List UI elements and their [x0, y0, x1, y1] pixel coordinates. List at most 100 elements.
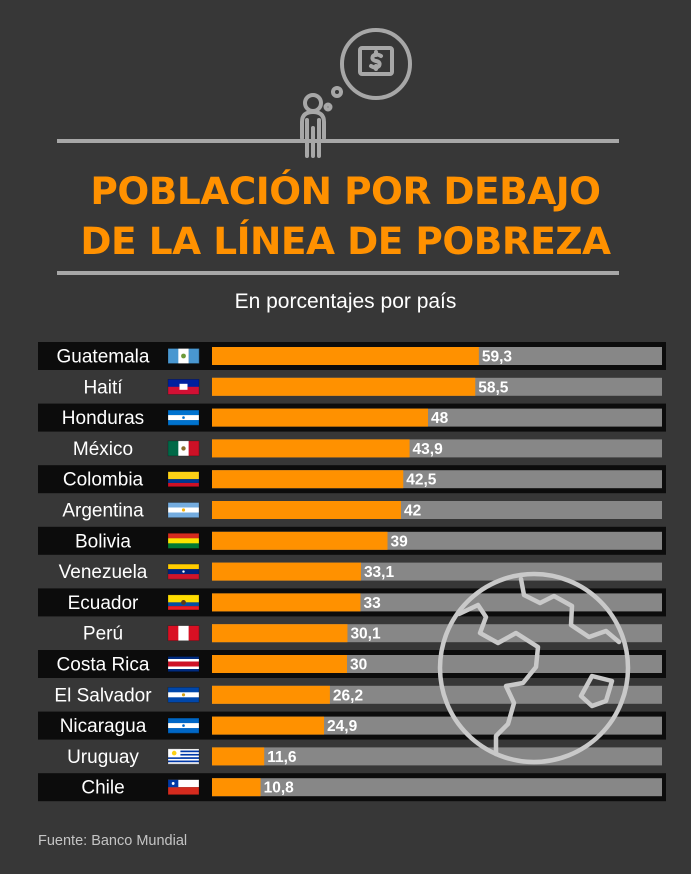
flag-stripe: [168, 659, 199, 662]
flag-stripe: [168, 379, 199, 387]
argentina-flag-icon: [167, 502, 200, 518]
value-label: 39: [391, 533, 409, 550]
category-label: Chile: [81, 778, 124, 799]
category-label: México: [73, 439, 133, 460]
flag-stripe: [168, 666, 199, 670]
flag-border: [167, 563, 200, 580]
bottom-divider: [57, 271, 619, 275]
flag-border: [167, 378, 200, 395]
globe-continent-a: [456, 602, 541, 757]
flag-border: [167, 779, 200, 796]
flag-stripe: [168, 543, 199, 549]
value-label: 42: [404, 503, 421, 520]
flag-stripe: [168, 787, 199, 795]
category-label: Ecuador: [68, 593, 139, 614]
value-label: 11,6: [267, 749, 297, 766]
flag-stripe: [168, 625, 179, 641]
bar: [212, 778, 261, 797]
chile-flag-icon: [167, 779, 200, 796]
globe-continent-b: [518, 576, 622, 645]
flag-stripe: [168, 512, 199, 518]
category-label: Costa Rica: [57, 655, 150, 676]
flag-stripe: [168, 538, 199, 544]
flag-stripe: [168, 687, 199, 693]
nicaragua-flag-icon: [167, 717, 200, 734]
el-salvador-flag-icon: [167, 686, 200, 703]
flag-stripe: [168, 348, 179, 364]
flag-stripe: [168, 697, 199, 703]
flag-stripe: [168, 664, 199, 667]
category-label: Bolivia: [75, 531, 131, 552]
flag-stripe: [168, 594, 199, 603]
flag-stripe: [168, 420, 199, 426]
flag-stripe: [168, 410, 199, 416]
flag-emblem: [181, 600, 186, 605]
value-label: 26,2: [333, 687, 363, 704]
value-label: 33,1: [364, 564, 395, 581]
value-label: 48: [431, 410, 449, 427]
bar: [212, 716, 325, 735]
flag-stripe: [168, 606, 199, 610]
flag-border: [167, 348, 200, 364]
flag-border: [167, 656, 200, 672]
category-label: El Salvador: [54, 685, 152, 706]
flag-stripe: [168, 471, 199, 480]
value-label: 33: [364, 595, 382, 612]
flag-stripe: [168, 779, 199, 788]
globe-icon: [437, 571, 631, 765]
flag-stripe: [168, 748, 199, 751]
flag-border: [167, 532, 200, 549]
category-label: Guatemala: [57, 347, 150, 368]
flag-stripe: [168, 762, 199, 765]
ecuador-flag-icon: [167, 594, 200, 611]
bar: [212, 408, 428, 427]
bar: [212, 439, 410, 458]
bar: [212, 347, 479, 365]
bar: [212, 531, 388, 550]
chart-subtitle: En porcentajes por país: [234, 290, 457, 313]
value-label: 42,5: [406, 472, 437, 489]
flag-stripe: [168, 753, 199, 756]
flag-border: [167, 502, 200, 518]
flag-emblem: [181, 353, 186, 359]
flag-stripe: [168, 758, 199, 761]
bolivia-flag-icon: [167, 532, 200, 549]
flag-stripe: [188, 440, 200, 456]
flag-stripe: [168, 386, 199, 395]
value-label: 24,9: [327, 718, 358, 735]
category-label: Uruguay: [67, 747, 139, 768]
bar: [212, 562, 361, 581]
flag-stripe: [168, 479, 199, 483]
haiti-flag-icon: [167, 378, 200, 395]
value-label: 59,3: [482, 349, 513, 366]
bar: [212, 624, 348, 643]
flag-emblem: [181, 693, 186, 697]
flag-border: [167, 471, 200, 488]
flag-stripe: [168, 502, 199, 508]
person-dollar-thought-icon: [300, 28, 412, 158]
category-label: Honduras: [62, 408, 144, 429]
globe-island: [578, 673, 615, 709]
title-line-1: POBLACIÓN POR DEBAJO: [90, 169, 601, 213]
source-note: Fuente: Banco Mundial: [38, 833, 188, 849]
flag-stripe: [168, 574, 199, 580]
flag-stripe: [168, 669, 199, 672]
bar: [212, 501, 401, 519]
flag-border: [167, 625, 200, 642]
flag-emblem: [171, 782, 175, 785]
category-label: Perú: [83, 624, 123, 645]
flag-stripe: [168, 656, 199, 660]
flag-stripe: [168, 760, 199, 763]
globe-outline: [437, 571, 631, 765]
value-label: 30: [350, 657, 367, 674]
flag-stripe: [168, 752, 199, 755]
flag-stripe: [188, 348, 200, 364]
flag-emblem: [182, 724, 185, 727]
bar-track: [212, 716, 662, 735]
flag-stripe: [168, 661, 199, 665]
category-label: Argentina: [62, 501, 144, 522]
flag-stripe: [168, 440, 179, 456]
bar: [212, 377, 476, 396]
bar: [212, 470, 404, 489]
